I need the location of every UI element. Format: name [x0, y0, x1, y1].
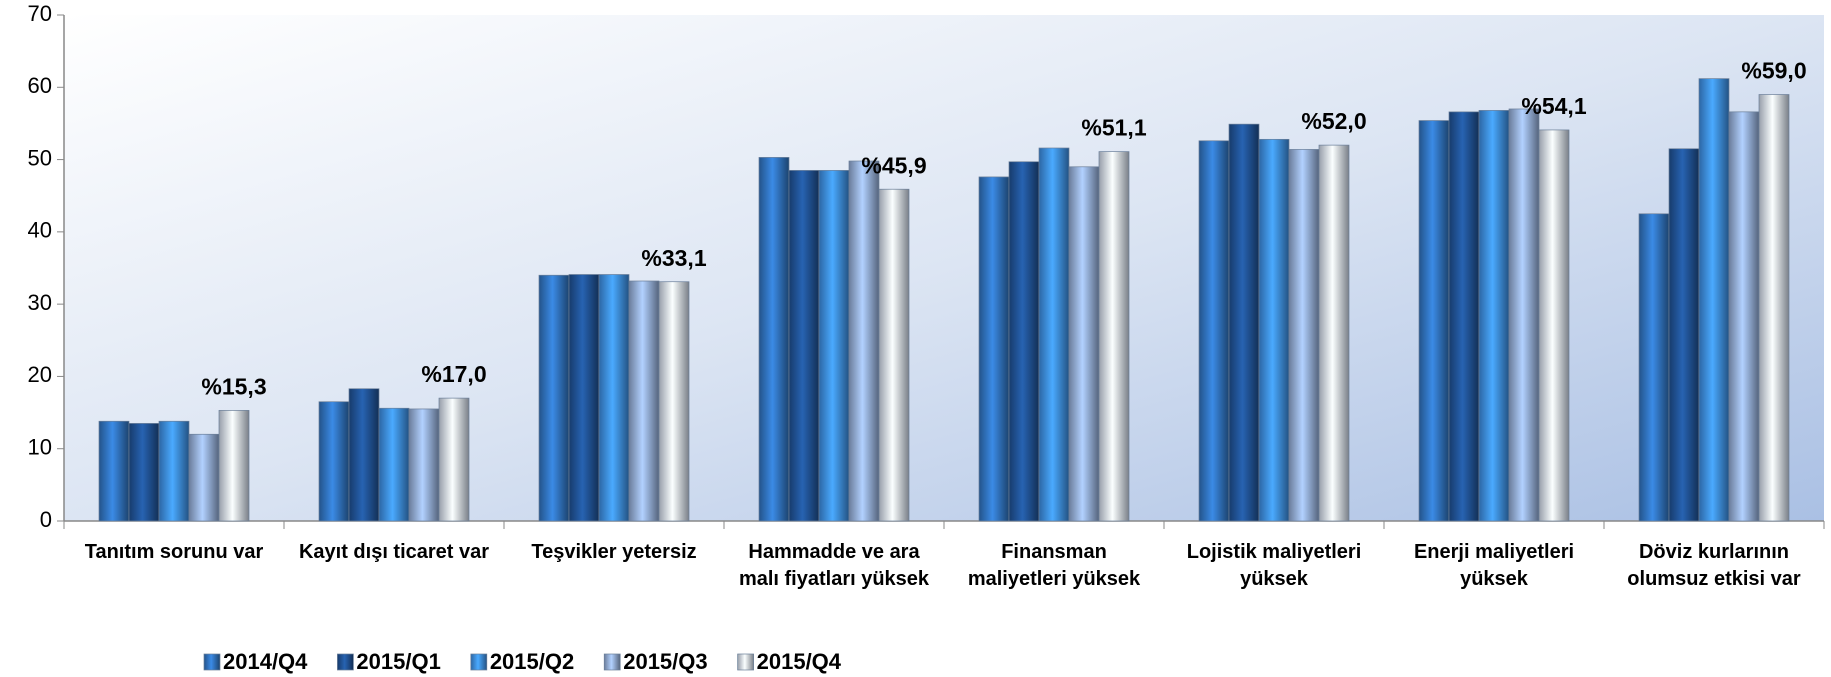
bar — [658, 281, 690, 522]
bar — [128, 423, 160, 522]
legend-swatch — [470, 653, 488, 671]
bar — [1448, 111, 1480, 522]
y-tick-label: 20 — [28, 362, 52, 387]
bar — [218, 410, 250, 522]
legend-label: 2015/Q2 — [490, 649, 574, 674]
bar — [878, 188, 910, 522]
x-tick-label: Enerji maliyetleri yüksek — [1413, 541, 1575, 590]
bar — [1318, 144, 1350, 522]
bar — [788, 170, 820, 522]
y-tick-label: 60 — [28, 73, 52, 98]
bar — [1418, 120, 1450, 522]
bar — [1228, 123, 1260, 522]
bar — [1008, 161, 1040, 522]
data-label: %33,1 — [641, 245, 706, 271]
x-tick-label: Döviz kurlarının olumsuz etkisi var — [1627, 541, 1801, 590]
x-tick-label: Hammadde ve ara malı fiyatları yüksek — [738, 541, 930, 590]
bar — [408, 408, 440, 522]
x-tick-label: Finansman maliyetleri yüksek — [967, 541, 1141, 590]
bar — [348, 388, 380, 522]
data-label: %59,0 — [1741, 58, 1806, 84]
x-tick-label: Lojistik maliyetleri yüksek — [1186, 541, 1362, 590]
bar — [438, 397, 470, 522]
bar — [1098, 151, 1130, 522]
data-label: %51,1 — [1081, 115, 1146, 141]
x-tick-label: Teşvikler yetersiz — [531, 541, 697, 563]
bar — [1478, 110, 1510, 522]
bar — [1198, 140, 1230, 522]
x-tick-label: Kayıt dışı ticaret var — [298, 541, 490, 563]
bar — [598, 274, 630, 522]
data-label: %54,1 — [1521, 93, 1586, 119]
data-label: %52,0 — [1301, 108, 1366, 134]
data-label: %17,0 — [421, 361, 486, 387]
bar — [378, 407, 410, 522]
legend-label: 2015/Q1 — [356, 649, 440, 674]
x-tick-label: Tanıtım sorunu var — [84, 541, 264, 563]
bar — [1508, 108, 1540, 522]
legend-label: 2015/Q4 — [757, 649, 842, 674]
legend-label: 2015/Q3 — [623, 649, 707, 674]
y-tick-label: 10 — [28, 435, 52, 460]
bar — [848, 160, 880, 522]
y-tick-label: 0 — [40, 507, 52, 532]
legend-label: 2014/Q4 — [223, 649, 308, 674]
bar — [1668, 148, 1700, 522]
bar — [628, 280, 660, 522]
bar — [978, 176, 1010, 522]
data-label: %15,3 — [201, 373, 266, 399]
bar — [98, 420, 130, 522]
data-label: %45,9 — [861, 152, 926, 178]
bar — [1288, 149, 1320, 522]
legend-swatch — [203, 653, 221, 671]
bar — [1538, 129, 1570, 522]
bar — [568, 274, 600, 522]
bar — [1038, 147, 1070, 522]
bar — [1258, 138, 1290, 522]
legend-swatch — [603, 653, 621, 671]
y-tick-label: 30 — [28, 290, 52, 315]
y-tick-label: 70 — [28, 1, 52, 26]
bar — [1068, 166, 1100, 522]
bar — [188, 433, 220, 522]
y-tick-label: 40 — [28, 218, 52, 243]
legend-swatch — [337, 653, 354, 671]
bar — [158, 420, 190, 522]
bar — [1728, 111, 1760, 522]
legend-swatch — [737, 653, 754, 671]
y-tick-label: 50 — [28, 145, 52, 170]
bar — [818, 170, 850, 522]
bar — [1698, 78, 1730, 522]
bar — [1758, 94, 1790, 522]
bar — [318, 401, 350, 522]
bar — [1638, 213, 1670, 522]
bar — [538, 274, 570, 522]
bar — [758, 157, 790, 522]
